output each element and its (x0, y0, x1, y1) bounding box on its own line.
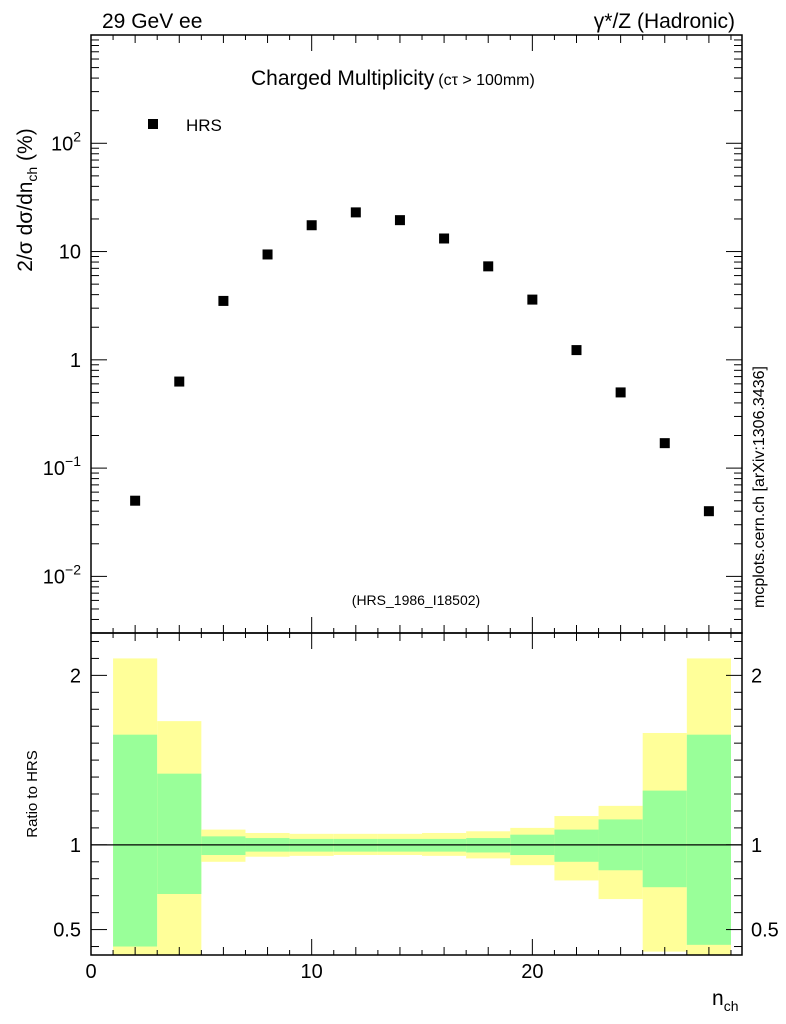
ratio-y-axis-label: Ratio to HRS (24, 750, 41, 838)
ratio-band-inner-1 (157, 773, 202, 894)
x-axis-label-main: n (712, 987, 724, 1010)
main-y-axis-label: 2/σ dσ/dnch (%) (14, 128, 40, 271)
main-y-tick-label-base-3: 10 (59, 242, 81, 264)
analysis-id-label: (HRS_1986_I18502) (352, 592, 480, 608)
main-y-tick-label-0: 10−2 (43, 561, 81, 588)
main-y-tick-label-exp-4: 2 (73, 128, 81, 144)
main-y-tick-label-2: 1 (70, 350, 81, 372)
data-point-0 (130, 495, 141, 506)
main-y-tick-label-base-2: 1 (70, 350, 81, 372)
ratio-y-tick-label-left-1: 1 (70, 835, 81, 857)
main-y-tick-label-4: 102 (51, 128, 81, 155)
chart-title-cut: (cτ > 100mm) (438, 72, 535, 89)
data-markers (130, 207, 714, 517)
main-y-axis-label-sub: ch (24, 167, 40, 182)
legend-marker (148, 119, 158, 129)
data-point-1 (174, 376, 185, 387)
data-point-13 (703, 506, 714, 517)
main-y-axis-label-main: 2/σ dσ/dn (14, 182, 37, 272)
data-point-6 (394, 215, 405, 226)
data-point-10 (571, 345, 582, 356)
data-point-8 (483, 261, 494, 272)
ratio-band-inner-13 (686, 734, 731, 945)
ratio-y-tick-label-left-2: 2 (70, 665, 81, 687)
main-y-tick-label-base-4: 10 (51, 133, 73, 155)
data-point-4 (306, 220, 317, 231)
data-point-12 (659, 438, 670, 449)
x-tick-label-1: 10 (301, 961, 323, 983)
x-tick-label-0: 0 (85, 961, 96, 983)
main-y-tick-label-base-0: 10 (43, 566, 65, 588)
main-y-tick-label-exp-1: −1 (65, 453, 81, 469)
main-y-tick-label-3: 10 (59, 242, 81, 264)
data-point-11 (615, 387, 626, 398)
ratio-bands (91, 658, 742, 955)
data-point-9 (527, 294, 538, 305)
data-point-2 (218, 295, 229, 306)
x-axis-label: nch (712, 987, 738, 1014)
main-y-tick-label-exp-0: −2 (65, 561, 81, 577)
ratio-band-inner-12 (642, 790, 687, 888)
header-left: 29 GeV ee (102, 10, 202, 33)
x-axis-label-sub: ch (724, 998, 739, 1014)
data-point-5 (350, 207, 361, 218)
ratio-y-tick-label-left-0: 0.5 (53, 920, 81, 942)
data-point-3 (262, 249, 273, 260)
header-right: γ*/Z (Hadronic) (594, 10, 735, 33)
main-y-tick-label-base-1: 10 (43, 458, 65, 480)
ratio-y-tick-label-right-0: 0.5 (751, 920, 779, 942)
ratio-band-inner-10 (554, 829, 599, 862)
ratio-y-tick-label-right-2: 2 (751, 665, 762, 687)
ratio-y-tick-label-right-1: 1 (751, 835, 762, 857)
data-point-7 (439, 233, 450, 244)
ratio-band-inner-2 (201, 836, 246, 856)
ratio-plot-frame (90, 632, 743, 956)
ratio-band-inner-0 (113, 734, 158, 947)
x-tick-label-2: 20 (521, 961, 543, 983)
legend-label: HRS (186, 116, 222, 135)
side-attribution-label: mcplots.cern.ch [arXiv:1306.3436] (751, 366, 768, 608)
main-y-tick-label-1: 10−1 (43, 453, 81, 480)
main-y-axis-label-unit: (%) (14, 128, 37, 167)
chart-title: Charged Multiplicity (cτ > 100mm) (251, 67, 535, 90)
chart-title-main: Charged Multiplicity (251, 67, 435, 90)
axis-ticks (90, 35, 742, 955)
